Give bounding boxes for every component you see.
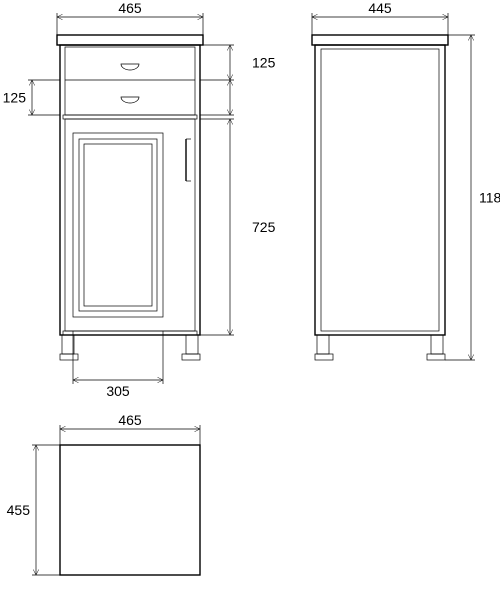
svg-text:1187: 1187 xyxy=(479,190,500,206)
svg-text:465: 465 xyxy=(118,412,142,428)
svg-text:445: 445 xyxy=(368,0,392,16)
svg-text:465: 465 xyxy=(118,0,142,16)
svg-text:725: 725 xyxy=(252,219,276,235)
svg-text:305: 305 xyxy=(106,383,130,399)
svg-text:125: 125 xyxy=(3,90,27,106)
svg-text:455: 455 xyxy=(7,502,31,518)
svg-text:125: 125 xyxy=(252,55,276,71)
